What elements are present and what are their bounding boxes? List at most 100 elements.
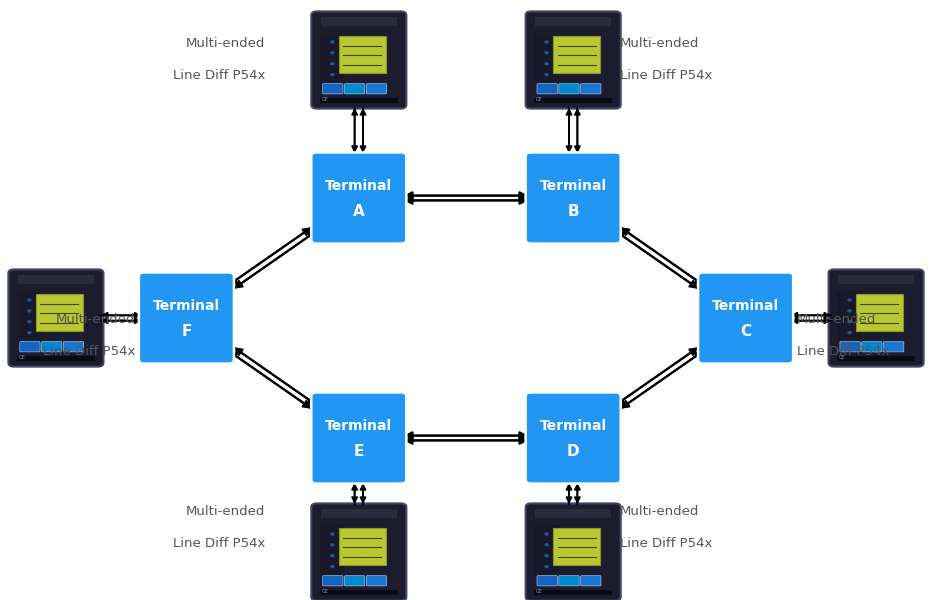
Text: Terminal: Terminal bbox=[325, 179, 392, 193]
Text: A: A bbox=[353, 203, 364, 218]
Circle shape bbox=[848, 321, 851, 323]
Circle shape bbox=[848, 332, 851, 334]
Text: Terminal: Terminal bbox=[712, 299, 779, 313]
FancyBboxPatch shape bbox=[321, 509, 397, 518]
Text: GE: GE bbox=[536, 589, 542, 594]
Text: Terminal: Terminal bbox=[153, 299, 220, 313]
Text: D: D bbox=[567, 444, 580, 458]
Text: Multi-ended: Multi-ended bbox=[797, 313, 876, 326]
Text: Multi-ended: Multi-ended bbox=[620, 505, 699, 518]
FancyBboxPatch shape bbox=[311, 503, 406, 600]
FancyBboxPatch shape bbox=[526, 503, 621, 600]
Circle shape bbox=[545, 533, 548, 535]
FancyBboxPatch shape bbox=[8, 269, 103, 367]
Circle shape bbox=[545, 41, 548, 43]
Text: Line Diff P54x: Line Diff P54x bbox=[173, 537, 266, 550]
Circle shape bbox=[545, 74, 548, 76]
FancyBboxPatch shape bbox=[698, 272, 793, 364]
Circle shape bbox=[331, 544, 334, 546]
FancyBboxPatch shape bbox=[322, 83, 343, 94]
FancyBboxPatch shape bbox=[20, 341, 40, 352]
FancyBboxPatch shape bbox=[311, 392, 406, 484]
FancyBboxPatch shape bbox=[526, 392, 621, 484]
Circle shape bbox=[545, 555, 548, 557]
FancyBboxPatch shape bbox=[322, 576, 343, 586]
FancyBboxPatch shape bbox=[320, 590, 398, 595]
Text: GE: GE bbox=[536, 97, 542, 102]
Circle shape bbox=[545, 52, 548, 54]
FancyBboxPatch shape bbox=[829, 269, 924, 367]
Circle shape bbox=[331, 41, 334, 43]
FancyBboxPatch shape bbox=[837, 356, 915, 361]
FancyBboxPatch shape bbox=[581, 83, 601, 94]
Text: Line Diff P54x: Line Diff P54x bbox=[173, 69, 266, 82]
FancyBboxPatch shape bbox=[534, 590, 612, 595]
FancyBboxPatch shape bbox=[526, 152, 621, 244]
FancyBboxPatch shape bbox=[856, 294, 903, 331]
Text: Multi-ended: Multi-ended bbox=[186, 505, 266, 518]
FancyBboxPatch shape bbox=[366, 576, 387, 586]
FancyBboxPatch shape bbox=[320, 32, 345, 82]
Circle shape bbox=[848, 310, 851, 312]
FancyBboxPatch shape bbox=[63, 341, 84, 352]
FancyBboxPatch shape bbox=[862, 341, 882, 352]
Circle shape bbox=[331, 74, 334, 76]
Circle shape bbox=[28, 332, 31, 334]
FancyBboxPatch shape bbox=[311, 152, 406, 244]
Text: Line Diff P54x: Line Diff P54x bbox=[620, 69, 712, 82]
Text: Line Diff P54x: Line Diff P54x bbox=[43, 345, 135, 358]
Text: C: C bbox=[740, 324, 751, 338]
FancyBboxPatch shape bbox=[17, 290, 42, 340]
Text: Line Diff P54x: Line Diff P54x bbox=[620, 537, 712, 550]
Text: F: F bbox=[181, 324, 192, 338]
FancyBboxPatch shape bbox=[535, 509, 611, 518]
FancyBboxPatch shape bbox=[559, 83, 579, 94]
FancyBboxPatch shape bbox=[559, 576, 579, 586]
Circle shape bbox=[848, 299, 851, 301]
FancyBboxPatch shape bbox=[345, 576, 364, 586]
Circle shape bbox=[331, 566, 334, 568]
FancyBboxPatch shape bbox=[534, 98, 612, 103]
Circle shape bbox=[331, 63, 334, 65]
Circle shape bbox=[28, 299, 31, 301]
Text: Terminal: Terminal bbox=[325, 419, 392, 433]
FancyBboxPatch shape bbox=[366, 83, 387, 94]
FancyBboxPatch shape bbox=[320, 524, 345, 574]
FancyBboxPatch shape bbox=[837, 290, 862, 340]
FancyBboxPatch shape bbox=[17, 356, 95, 361]
FancyBboxPatch shape bbox=[18, 275, 94, 284]
Text: E: E bbox=[353, 444, 364, 458]
FancyBboxPatch shape bbox=[581, 576, 601, 586]
Text: Terminal: Terminal bbox=[540, 419, 607, 433]
FancyBboxPatch shape bbox=[139, 272, 234, 364]
FancyBboxPatch shape bbox=[537, 576, 557, 586]
FancyBboxPatch shape bbox=[537, 83, 557, 94]
Text: GE: GE bbox=[322, 589, 328, 594]
FancyBboxPatch shape bbox=[338, 528, 386, 565]
FancyBboxPatch shape bbox=[35, 294, 83, 331]
Text: B: B bbox=[568, 203, 579, 218]
FancyBboxPatch shape bbox=[534, 524, 559, 574]
FancyBboxPatch shape bbox=[884, 341, 904, 352]
FancyBboxPatch shape bbox=[311, 11, 406, 109]
FancyBboxPatch shape bbox=[338, 36, 386, 73]
Circle shape bbox=[331, 555, 334, 557]
Text: Terminal: Terminal bbox=[540, 179, 607, 193]
Circle shape bbox=[545, 566, 548, 568]
FancyBboxPatch shape bbox=[838, 275, 914, 284]
Circle shape bbox=[28, 321, 31, 323]
FancyBboxPatch shape bbox=[526, 11, 621, 109]
FancyBboxPatch shape bbox=[534, 32, 559, 82]
Text: GE: GE bbox=[839, 355, 845, 360]
Circle shape bbox=[331, 533, 334, 535]
Text: Multi-ended: Multi-ended bbox=[620, 37, 699, 50]
FancyBboxPatch shape bbox=[345, 83, 364, 94]
FancyBboxPatch shape bbox=[535, 17, 611, 26]
Text: GE: GE bbox=[19, 355, 25, 360]
Text: GE: GE bbox=[322, 97, 328, 102]
Circle shape bbox=[545, 544, 548, 546]
FancyBboxPatch shape bbox=[840, 341, 860, 352]
FancyBboxPatch shape bbox=[553, 528, 600, 565]
Text: Multi-ended: Multi-ended bbox=[186, 37, 266, 50]
Text: Multi-ended: Multi-ended bbox=[56, 313, 135, 326]
